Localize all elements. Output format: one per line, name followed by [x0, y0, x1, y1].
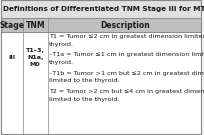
Text: –T1a = Tumor ≤1 cm in greatest dimension limited to: –T1a = Tumor ≤1 cm in greatest dimension…: [49, 52, 204, 57]
Text: limited to the thyroid.: limited to the thyroid.: [49, 97, 120, 102]
Text: T1 = Tumor ≤2 cm in greatest dimension limited to the: T1 = Tumor ≤2 cm in greatest dimension l…: [49, 34, 204, 39]
Text: Definitions of Differentiated TNM Stage III for MTCᵃ: Definitions of Differentiated TNM Stage …: [3, 6, 204, 12]
Bar: [1, 18, 201, 32]
Text: III: III: [9, 55, 16, 60]
Text: TNM: TNM: [25, 21, 45, 30]
Text: Description: Description: [100, 21, 150, 30]
Text: T1–3,
N1a,
M0: T1–3, N1a, M0: [26, 48, 45, 67]
Text: limited to the thyroid.: limited to the thyroid.: [49, 78, 120, 83]
Bar: [1, 32, 201, 134]
Text: thyroid.: thyroid.: [49, 42, 74, 47]
Text: thyroid.: thyroid.: [49, 60, 74, 65]
Text: –T1b = Tumor >1 cm but ≤2 cm in greatest dimension: –T1b = Tumor >1 cm but ≤2 cm in greatest…: [49, 71, 204, 76]
Bar: [1, 0, 201, 18]
Text: Stage: Stage: [0, 21, 25, 30]
Text: T2 = Tumor >2 cm but ≤4 cm in greatest dimension: T2 = Tumor >2 cm but ≤4 cm in greatest d…: [49, 89, 204, 94]
